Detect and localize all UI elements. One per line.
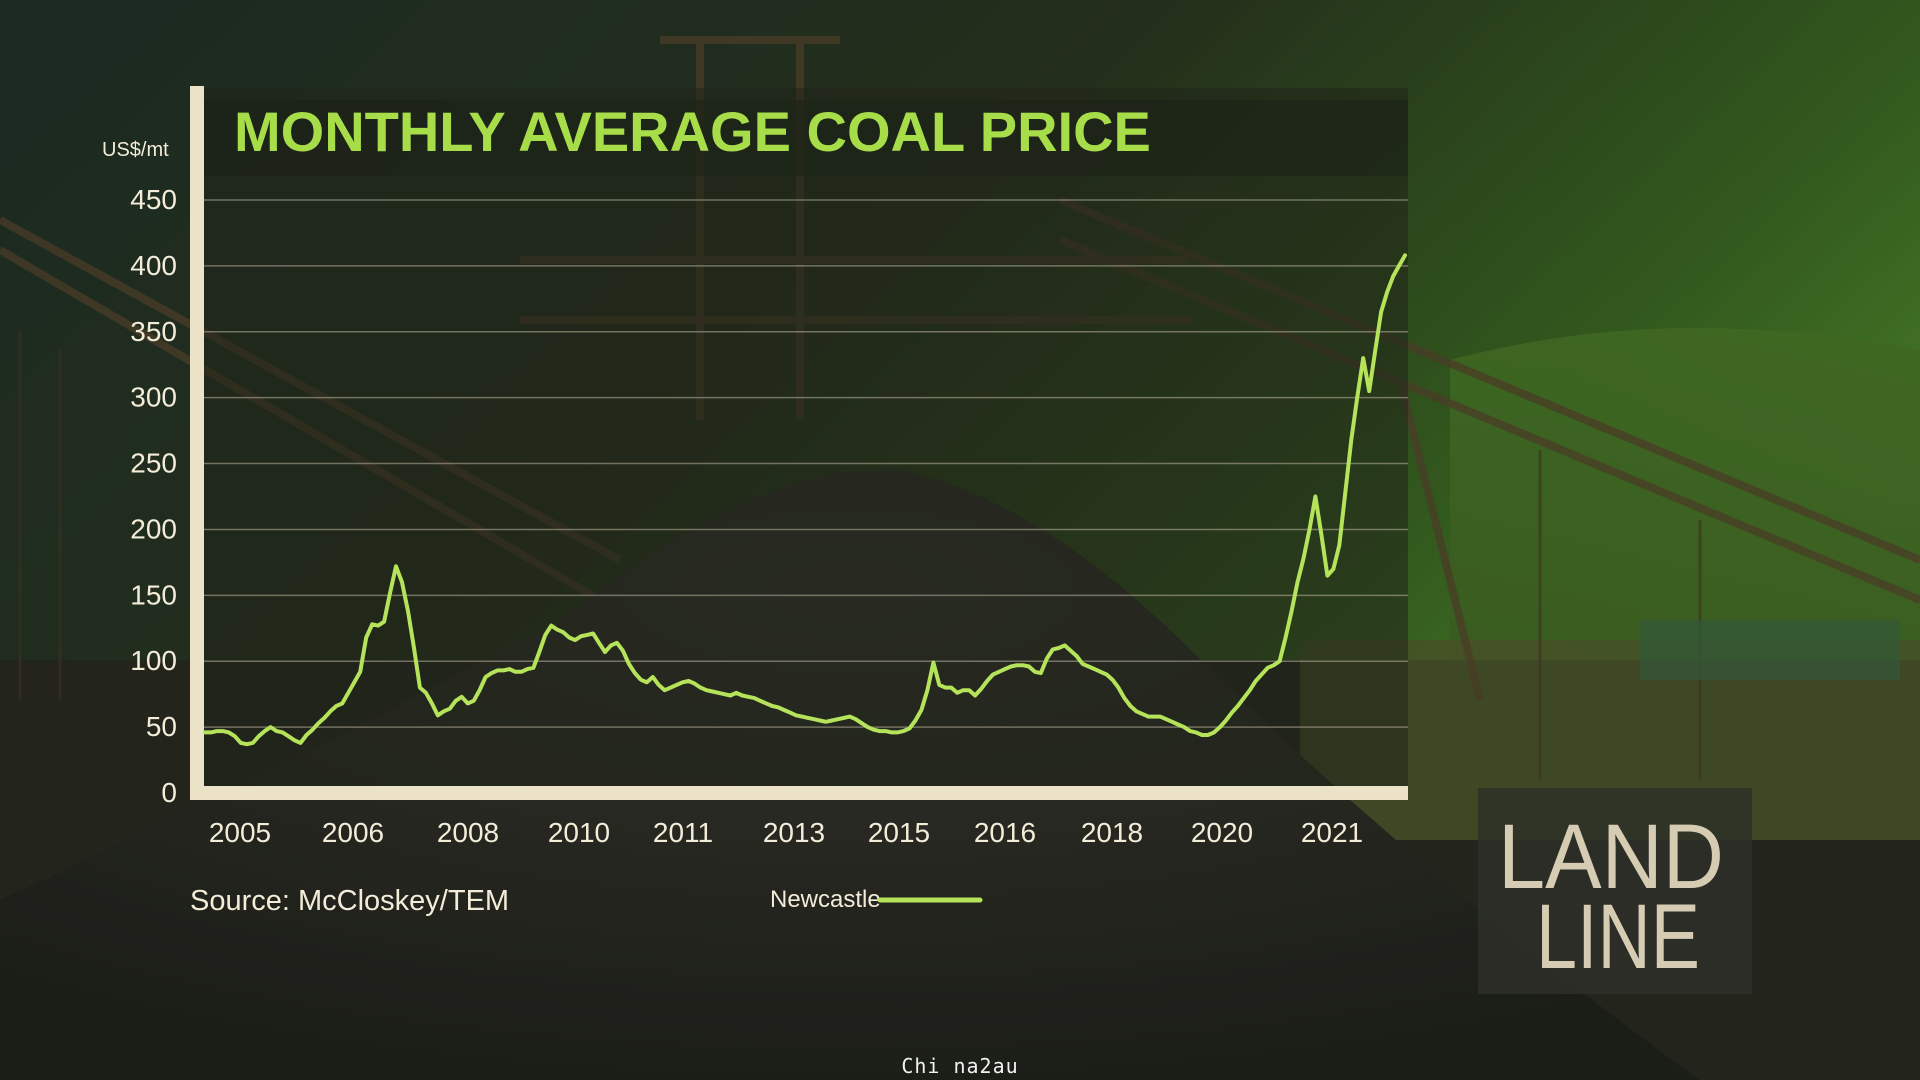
y-tick-label: 250 — [130, 448, 177, 479]
y-tick-label: 150 — [130, 579, 177, 610]
x-tick-label: 2008 — [437, 817, 499, 848]
y-tick-label: 400 — [130, 250, 177, 281]
x-tick-label: 2011 — [653, 817, 713, 848]
series-line-newcastle — [203, 253, 1407, 747]
y-tick-label: 300 — [130, 382, 177, 413]
y-tick-label: 0 — [161, 777, 177, 808]
watermark-caption: Chi na2au — [901, 1054, 1019, 1078]
y-tick-label: 200 — [130, 513, 177, 544]
x-tick-label: 2010 — [548, 817, 610, 848]
x-tick-labels: 2005 2006 2008 2010 2011 2013 2015 2016 2018 2020… — [209, 817, 1363, 848]
y-axis — [190, 86, 204, 800]
x-tick-label: 2005 — [209, 817, 271, 848]
legend-label-newcastle: Newcastle — [770, 886, 881, 913]
x-axis — [190, 786, 1408, 800]
x-tick-label: 2013 — [763, 817, 825, 848]
x-tick-label: 2016 — [974, 817, 1036, 848]
logo-line-2: LINE — [1536, 886, 1700, 988]
y-axis-label: US$/mt — [102, 139, 169, 161]
source-note: Source: McCloskey/TEM — [190, 885, 509, 917]
x-tick-label: 2020 — [1191, 817, 1253, 848]
y-tick-label: 100 — [130, 645, 177, 676]
logo-line-1: LAND — [1498, 806, 1724, 908]
title-band — [204, 100, 1408, 176]
y-tick-label: 50 — [146, 711, 177, 742]
landline-logo: LAND LINE — [1478, 788, 1752, 994]
y-tick-label: 450 — [130, 184, 177, 215]
y-tick-labels: 0 50 100 150 200 250 300 350 400 450 — [130, 184, 177, 808]
chart-title: MONTHLY AVERAGE COAL PRICE — [234, 100, 1151, 163]
x-tick-label: 2021 — [1301, 817, 1363, 848]
grid-lines — [204, 199, 1408, 728]
chart-panel — [190, 88, 1408, 786]
y-tick-label: 350 — [130, 316, 177, 347]
x-tick-label: 2006 — [322, 817, 384, 848]
x-tick-label: 2015 — [868, 817, 930, 848]
landline-logo-mark: LAND LINE — [1498, 806, 1724, 988]
x-tick-label: 2018 — [1081, 817, 1143, 848]
